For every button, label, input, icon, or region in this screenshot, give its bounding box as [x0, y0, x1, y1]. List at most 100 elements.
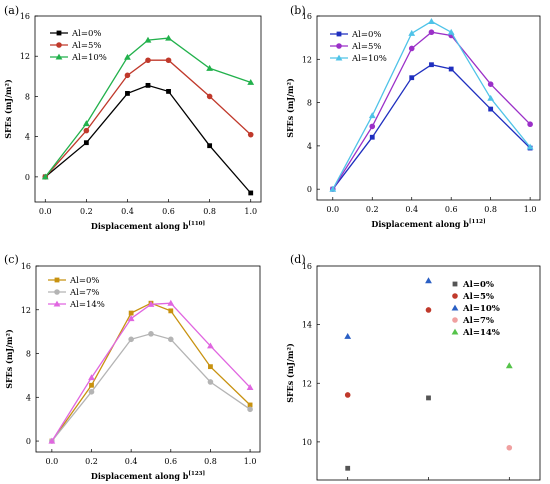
series-3 — [41, 34, 255, 180]
y-tick-label: 12 — [20, 52, 30, 61]
data-point — [148, 331, 154, 337]
data-point — [166, 89, 171, 94]
data-point — [247, 131, 254, 138]
series-3 — [48, 299, 254, 444]
data-point — [247, 402, 253, 408]
x-tick-label: 0.2 — [85, 457, 98, 466]
y-tick-label: 16 — [302, 262, 312, 271]
panel-letter: (b) — [290, 4, 306, 17]
y-tick-label: 12 — [302, 55, 312, 64]
data-point — [247, 406, 253, 413]
x-tick-label: 0.0 — [39, 207, 52, 216]
panel-letter: (c) — [4, 253, 19, 266]
chart-panel-3: (c) 0 4 8 12 16 SFEs (mJ/m²) 0.0 0.2 0.4 0.6 0.8 1.0… — [4, 253, 261, 481]
legend-marker — [336, 43, 342, 49]
series-line — [332, 64, 531, 190]
series-1 — [345, 395, 431, 471]
data-point — [208, 364, 213, 370]
y-tick-label: 16 — [20, 12, 30, 21]
x-tick-label: 0.6 — [164, 457, 177, 466]
data-point — [344, 332, 352, 339]
y-axis-label: SFEs (mJ/m²) — [3, 79, 13, 139]
x-tick-label: 1.0 — [244, 457, 257, 466]
legend-marker — [451, 328, 459, 335]
y-tick-label: 4 — [26, 393, 31, 402]
x-tick-label: 0.2 — [80, 207, 93, 216]
data-point — [48, 437, 56, 444]
x-axis-label-text: Displacement along b — [91, 221, 189, 231]
series-2 — [344, 307, 432, 398]
legend: Al=0% Al=5% Al=10% — [330, 30, 387, 64]
data-point — [41, 173, 49, 180]
x-tick-label: 0.6 — [162, 207, 175, 216]
data-point — [329, 185, 337, 192]
legend-marker — [53, 300, 61, 307]
data-point — [429, 62, 434, 68]
y-axis-label: SFEs (mJ/m²) — [285, 78, 295, 138]
legend-label: Al=10% — [351, 54, 387, 64]
y-tick-label: 16 — [21, 262, 31, 271]
x-axis-label-text: Displacement along b — [371, 219, 469, 229]
data-point — [83, 127, 90, 134]
x-tick-label: 1.0 — [244, 207, 257, 216]
data-point — [165, 57, 172, 64]
y-tick-label: 4 — [307, 142, 312, 151]
data-point — [506, 444, 513, 451]
x-tick-label: 0.8 — [203, 207, 216, 216]
x-tick-label: 0.8 — [204, 457, 217, 466]
series-3 — [329, 18, 534, 192]
data-point — [247, 78, 255, 85]
legend-label: Al=5% — [351, 42, 381, 52]
legend-label: Al=14% — [69, 300, 105, 310]
data-point — [88, 374, 95, 381]
legend: Al=0% Al=5% Al=10% — [50, 29, 107, 63]
data-point — [89, 382, 94, 388]
x-axis-label-superscript: [110] — [188, 221, 205, 227]
chart-panel-1: (a) 0 4 8 12 16 SFEs (mJ/m²) 0.0 0.2 0.4 0.6 0.8 1.0… — [3, 4, 262, 231]
data-point — [168, 308, 174, 314]
legend-label: Al=10% — [462, 304, 500, 314]
data-point — [487, 94, 495, 101]
data-point — [246, 384, 254, 390]
data-point — [127, 315, 135, 322]
data-point — [128, 310, 134, 316]
data-point — [207, 143, 213, 149]
legend-marker — [54, 289, 60, 295]
x-axis-label: Displacement along b[110] — [91, 221, 205, 231]
plot-frame — [34, 15, 262, 203]
y-tick-label: 16 — [302, 12, 312, 21]
series-1 — [330, 62, 533, 192]
data-point — [167, 336, 174, 343]
legend-label: Al=14% — [462, 328, 500, 338]
legend-marker — [452, 281, 458, 287]
y-tick-label: 10 — [302, 438, 312, 447]
legend-label: Al=5% — [462, 292, 494, 302]
data-point — [128, 336, 134, 343]
legend-label: Al=7% — [462, 316, 494, 326]
data-point — [124, 72, 131, 79]
data-point — [369, 123, 376, 130]
data-point — [448, 66, 454, 72]
legend-label: Al=0% — [351, 30, 381, 40]
data-point — [368, 112, 376, 119]
plot-frame — [316, 15, 541, 201]
data-point — [425, 277, 432, 284]
data-point — [505, 362, 513, 369]
panel-letter: (a) — [4, 4, 19, 17]
legend: Al=0% Al=5% Al=10% Al=7% Al=14% — [451, 280, 500, 338]
y-tick-label: 0 — [26, 437, 31, 446]
data-point — [125, 91, 130, 96]
data-point — [428, 29, 435, 36]
y-tick-label: 0 — [25, 173, 30, 182]
x-axis-label-superscript: [112] — [469, 219, 486, 225]
data-point — [369, 134, 375, 140]
legend-marker — [335, 54, 343, 61]
data-point — [487, 81, 494, 87]
data-point — [124, 53, 131, 60]
x-tick-label: 1.0 — [524, 205, 537, 214]
data-point — [344, 392, 351, 398]
data-point — [526, 143, 534, 150]
series-2 — [49, 331, 253, 444]
